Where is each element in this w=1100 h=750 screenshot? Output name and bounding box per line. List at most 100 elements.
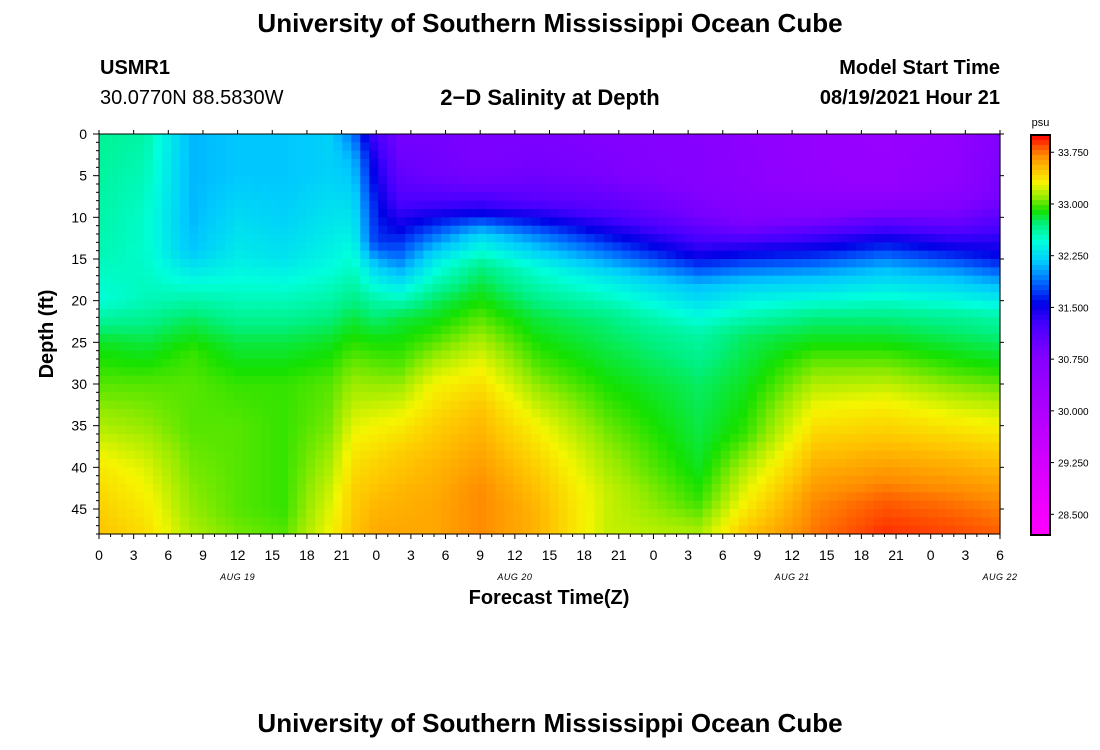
heatmap-cell	[891, 317, 902, 327]
heatmap-cell	[675, 250, 686, 260]
heatmap-cell	[495, 442, 506, 452]
heatmap-cell	[261, 467, 271, 477]
heatmap-cell	[765, 492, 776, 502]
heatmap-cell	[333, 484, 343, 493]
heatmap-cell	[585, 184, 596, 193]
heatmap-cell	[774, 425, 785, 435]
heatmap-cell	[324, 384, 334, 393]
heatmap-cell	[576, 367, 587, 377]
heatmap-cell	[738, 500, 749, 510]
heatmap-cell	[828, 150, 839, 160]
heatmap-cell	[585, 159, 596, 168]
x-tick-label: 3	[407, 547, 415, 563]
heatmap-cell	[234, 467, 244, 477]
heatmap-cell	[864, 459, 875, 468]
heatmap-cell	[693, 459, 704, 468]
heatmap-cell	[882, 184, 893, 193]
heatmap-cell	[342, 275, 352, 285]
heatmap-cell	[216, 375, 226, 385]
heatmap-cell	[108, 309, 118, 318]
heatmap-cell	[216, 409, 226, 418]
heatmap-cell	[288, 392, 298, 402]
heatmap-cell	[837, 267, 848, 277]
heatmap-cell	[189, 142, 199, 152]
heatmap-cell	[252, 425, 262, 435]
heatmap-cell	[144, 300, 154, 310]
heatmap-cell	[864, 509, 875, 518]
heatmap-cell	[225, 300, 235, 310]
heatmap-cell	[801, 275, 812, 285]
heatmap-cell	[558, 209, 569, 218]
heatmap-cell	[774, 217, 785, 227]
heatmap-cell	[504, 359, 515, 368]
heatmap-cell	[477, 467, 488, 477]
heatmap-cell	[918, 217, 929, 227]
heatmap-cell	[576, 525, 587, 535]
heatmap-cell	[261, 417, 271, 427]
heatmap-cell	[684, 284, 695, 293]
heatmap-cell	[315, 192, 325, 202]
heatmap-cell	[981, 384, 992, 393]
heatmap-cell	[972, 225, 983, 235]
heatmap-cell	[234, 292, 244, 302]
heatmap-cell	[504, 400, 515, 410]
heatmap-cell	[972, 500, 983, 510]
heatmap-cell	[459, 400, 470, 410]
heatmap-cell	[756, 459, 767, 468]
heatmap-cell	[630, 384, 641, 393]
heatmap-cell	[315, 242, 325, 252]
heatmap-cell	[387, 317, 397, 327]
heatmap-cell	[387, 134, 397, 143]
heatmap-cell	[585, 167, 596, 177]
heatmap-cell	[279, 442, 289, 452]
heatmap-cell	[837, 184, 848, 193]
heatmap-cell	[639, 459, 650, 468]
heatmap-cell	[621, 209, 632, 218]
heatmap-cell	[801, 509, 812, 518]
heatmap-cell	[603, 409, 614, 418]
heatmap-cell	[576, 517, 587, 527]
heatmap-cell	[333, 275, 343, 285]
heatmap-cell	[909, 192, 920, 202]
heatmap-cell	[153, 217, 163, 227]
heatmap-cell	[549, 375, 560, 385]
heatmap-cell	[522, 200, 533, 210]
heatmap-cell	[873, 159, 884, 168]
heatmap-cell	[315, 342, 325, 352]
heatmap-cell	[225, 459, 235, 468]
heatmap-cell	[99, 275, 109, 285]
heatmap-cell	[126, 184, 136, 193]
heatmap-cell	[522, 417, 533, 427]
heatmap-cell	[549, 234, 560, 243]
heatmap-cell	[360, 442, 370, 452]
heatmap-cell	[531, 434, 542, 443]
heatmap-cell	[198, 484, 208, 493]
heatmap-cell	[855, 300, 866, 310]
heatmap-cell	[972, 175, 983, 185]
heatmap-cell	[846, 334, 857, 343]
heatmap-cell	[693, 284, 704, 293]
heatmap-cell	[216, 217, 226, 227]
heatmap-cell	[333, 342, 343, 352]
heatmap-cell	[864, 325, 875, 335]
heatmap-cell	[630, 400, 641, 410]
heatmap-cell	[117, 134, 127, 143]
heatmap-cell	[378, 234, 388, 243]
heatmap-cell	[738, 267, 749, 277]
heatmap-cell	[855, 275, 866, 285]
heatmap-cell	[747, 142, 758, 152]
x-date-label: AUG 20	[496, 572, 532, 582]
heatmap-cell	[396, 375, 406, 385]
heatmap-cell	[990, 409, 1001, 418]
heatmap-cell	[837, 525, 848, 535]
heatmap-cell	[216, 384, 226, 393]
heatmap-cell	[342, 334, 352, 343]
heatmap-cell	[279, 267, 289, 277]
heatmap-cell	[981, 375, 992, 385]
heatmap-cell	[639, 134, 650, 143]
heatmap-cell	[414, 350, 424, 360]
heatmap-cell	[351, 417, 361, 427]
heatmap-cell	[981, 475, 992, 485]
heatmap-cell	[468, 442, 479, 452]
heatmap-cell	[531, 292, 542, 302]
